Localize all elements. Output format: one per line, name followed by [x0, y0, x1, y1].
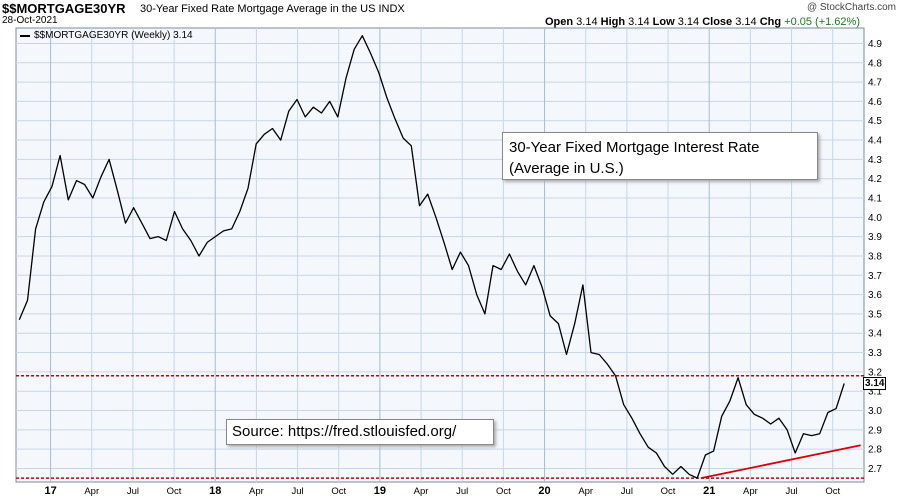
high-label: High	[600, 16, 626, 28]
chg-value: +0.05 (+1.62%)	[784, 16, 860, 28]
x-tick-label: 17	[44, 485, 56, 497]
y-tick-label: 3.8	[868, 251, 882, 262]
chart-callout: 30-Year Fixed Mortgage Interest Rate (Av…	[502, 132, 818, 180]
y-tick-label: 2.8	[868, 445, 882, 456]
y-tick-label: 3.1	[868, 387, 882, 398]
y-tick-label: 4.4	[868, 136, 882, 147]
x-tick-label: Oct	[167, 486, 182, 497]
y-tick-label: 3.6	[868, 290, 882, 301]
x-tick-label: Oct	[496, 486, 511, 497]
x-tick-label: Apr	[578, 486, 593, 497]
x-tick-label: Oct	[331, 486, 346, 497]
y-tick-label: 3.9	[868, 232, 882, 243]
symbol-title: $$MORTGAGE30YR	[2, 1, 126, 16]
series-legend: $$MORTGAGE30YR (Weekly) 3.14	[20, 30, 193, 41]
last-value-badge: 3.14	[863, 377, 887, 391]
x-tick-label: Jul	[127, 486, 139, 497]
x-tick-label: Oct	[661, 486, 676, 497]
chart-date: 28-Oct-2021	[2, 15, 58, 26]
trendline	[700, 444, 861, 480]
plot-area	[15, 27, 865, 483]
y-tick-label: 4.7	[868, 78, 882, 89]
series-line	[18, 35, 845, 479]
close-label: Close	[702, 16, 733, 28]
open-label: Open	[544, 16, 574, 28]
y-tick-label: 3.4	[868, 329, 882, 340]
x-tick-label: 19	[374, 485, 386, 497]
y-tick-label: 2.9	[868, 425, 882, 436]
y-tick-label: 3.5	[868, 309, 882, 320]
legend-line-swatch	[20, 34, 30, 37]
x-tick-label: Apr	[743, 486, 758, 497]
high-value: 3.14	[628, 16, 650, 28]
y-tick-label: 4.6	[868, 97, 882, 108]
close-value: 3.14	[735, 16, 757, 28]
low-value: 3.14	[677, 16, 700, 28]
low-label: Low	[652, 16, 675, 28]
x-tick-label: Apr	[84, 486, 99, 497]
open-value: 3.14	[576, 16, 598, 28]
symbol-subtitle: 30-Year Fixed Rate Mortgage Average in t…	[140, 3, 405, 15]
callout-line-1: 30-Year Fixed Mortgage Interest Rate	[509, 139, 760, 156]
y-tick-label: 2.7	[868, 464, 882, 475]
x-tick-label: 21	[703, 485, 715, 497]
x-tick-label: 20	[538, 485, 550, 497]
brand-label[interactable]: @ StockCharts.com	[806, 2, 896, 13]
y-tick-label: 3.3	[868, 348, 882, 359]
chg-label: Chg	[759, 16, 782, 28]
x-tick-label: Jul	[456, 486, 468, 497]
y-tick-label: 4.1	[868, 194, 882, 205]
x-tick-label: Jul	[291, 486, 303, 497]
legend-label: $$MORTGAGE30YR (Weekly) 3.14	[34, 30, 193, 41]
y-tick-label: 4.9	[868, 39, 882, 50]
ohlc-readout: Open 3.14 High 3.14 Low 3.14 Close 3.14 …	[545, 16, 860, 28]
x-tick-label: Jul	[785, 486, 797, 497]
x-tick-label: Jul	[621, 486, 633, 497]
callout-line-2: (Average in U.S.)	[509, 160, 624, 177]
x-tick-label: Oct	[825, 486, 840, 497]
source-annotation: Source: https://fred.stlouisfed.org/	[226, 419, 494, 445]
x-tick-label: Apr	[414, 486, 429, 497]
y-tick-label: 4.2	[868, 174, 882, 185]
x-tick-label: 18	[209, 485, 221, 497]
y-tick-label: 4.5	[868, 116, 882, 127]
y-tick-label: 4.8	[868, 58, 882, 69]
y-tick-label: 4.0	[868, 213, 882, 224]
y-tick-label: 3.7	[868, 271, 882, 282]
x-tick-label: Apr	[249, 486, 264, 497]
y-tick-label: 4.3	[868, 155, 882, 166]
y-tick-label: 3.0	[868, 406, 882, 417]
y-tick-label: 3.2	[868, 367, 882, 378]
